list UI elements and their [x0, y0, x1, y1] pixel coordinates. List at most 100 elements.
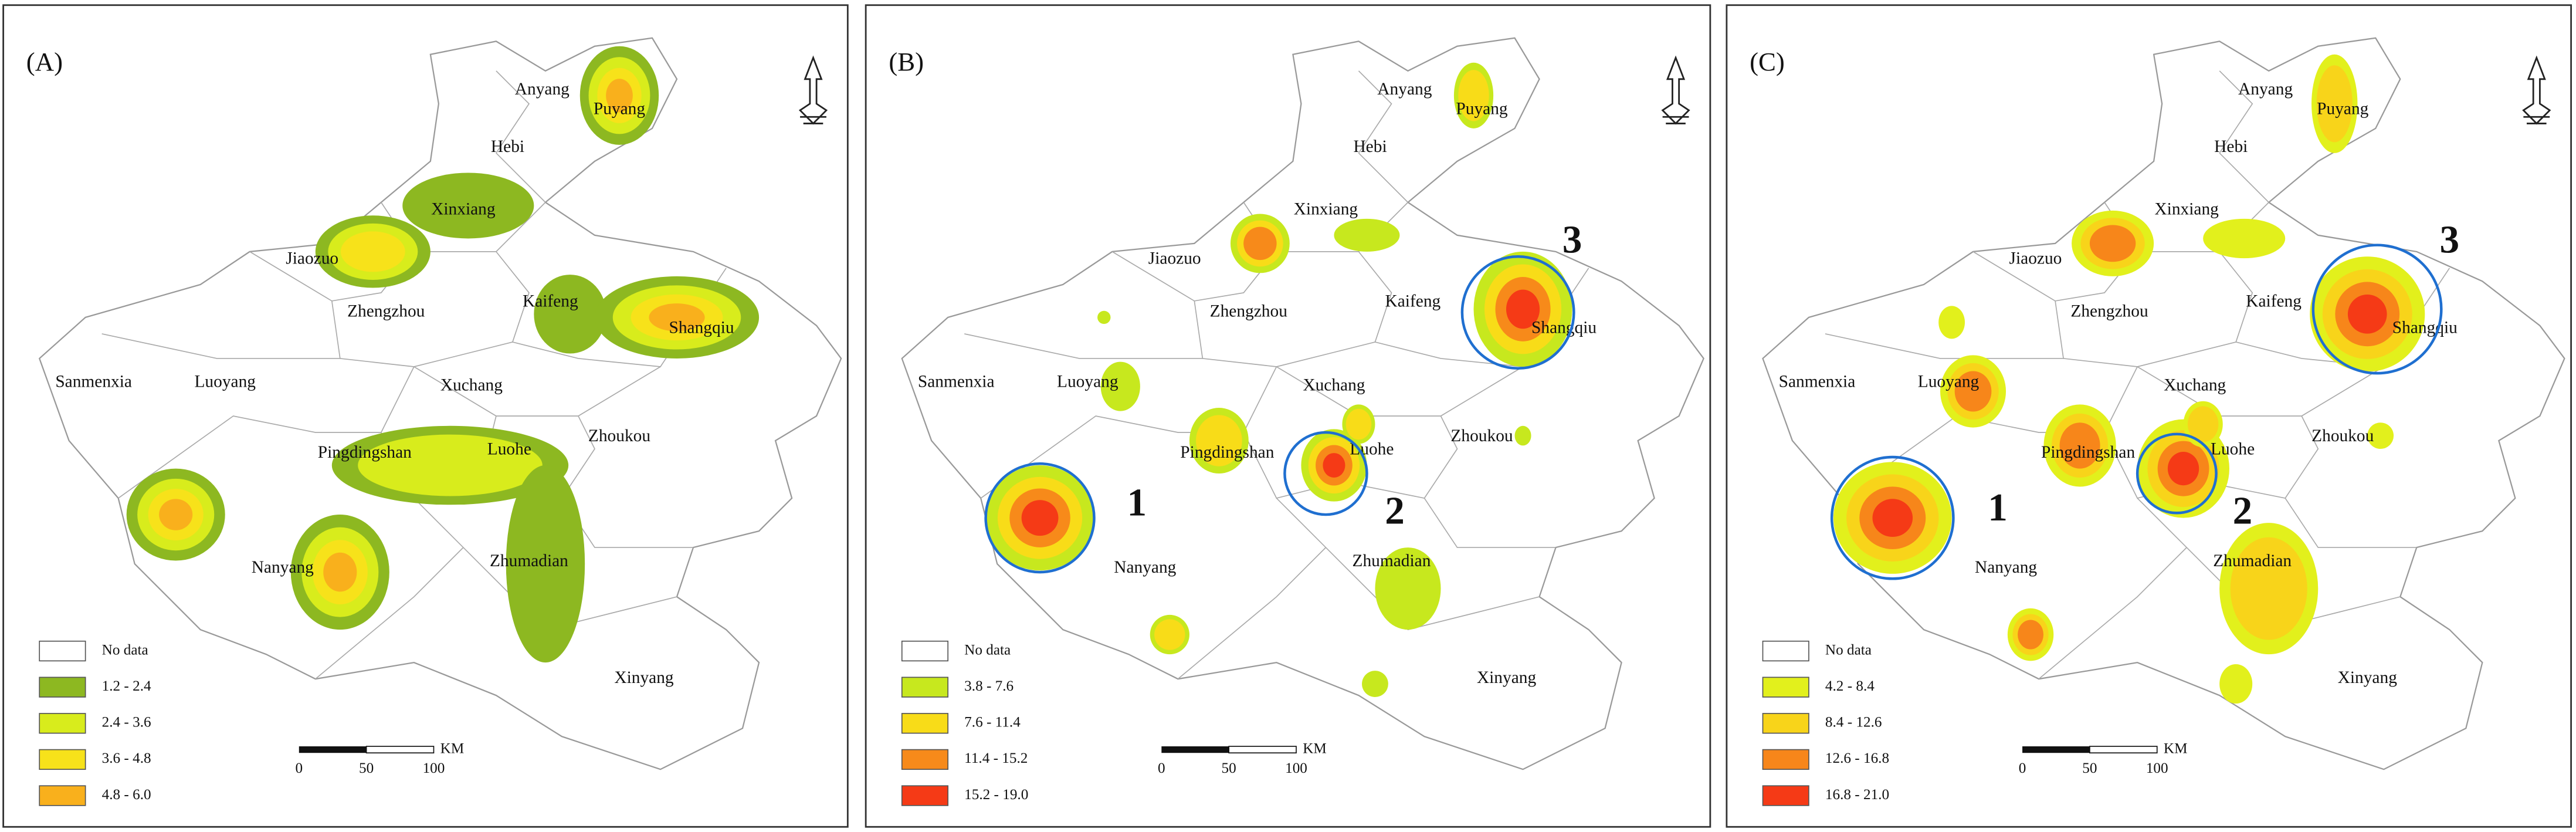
legend-label: No data [964, 642, 1011, 658]
hotspot [534, 275, 606, 354]
legend-label: 15.2 - 19.0 [964, 787, 1028, 803]
city-boundary [1825, 300, 2065, 359]
city-boundary [463, 547, 677, 631]
hotspot [1938, 306, 1965, 339]
scale-tick-label: 0 [1158, 760, 1165, 776]
hotspot-number: 2 [1385, 488, 1405, 532]
north-arrow [798, 55, 828, 125]
city-boundary [1276, 366, 1523, 417]
hotspot [1097, 310, 1111, 324]
city-boundary [2203, 415, 2319, 499]
city-label: Kaifeng [523, 292, 578, 310]
map-panel: Anyang Puyang Hebi Xinxiang Jiaozuo Zhengzhou… [865, 4, 1711, 828]
legend-swatch [1762, 749, 1809, 770]
legend-swatch [901, 713, 949, 734]
scale-tick-label: 100 [1285, 760, 1307, 776]
hotspot [358, 434, 543, 496]
city-label: Sanmenxia [55, 373, 132, 391]
city-boundary [118, 366, 415, 499]
hotspot [1323, 453, 1345, 478]
city-boundary [1202, 341, 1375, 367]
city-label: Anyang [515, 80, 570, 99]
legend-swatch [901, 640, 949, 662]
city-boundary [1358, 70, 1392, 154]
city-label: Nanyang [252, 558, 314, 577]
city-label: Xuchang [1303, 376, 1365, 394]
city-label: Anyang [1377, 80, 1432, 99]
legend-swatch [901, 785, 949, 806]
city-boundary [1177, 498, 1327, 679]
scale-tick-label: 0 [2019, 760, 2026, 776]
city-label: Hebi [491, 137, 524, 156]
hotspot [506, 465, 585, 663]
city-boundary [2137, 366, 2384, 417]
city-boundary [2219, 70, 2253, 154]
scale-tick-label: 0 [295, 760, 303, 776]
hotspot [1458, 70, 1489, 121]
city-label: Luoyang [194, 373, 256, 391]
hotspot [2187, 406, 2219, 442]
hotspot [2167, 452, 2199, 486]
city-label: Nanyang [1975, 558, 2037, 577]
city-boundary [496, 70, 530, 154]
city-label: Shangqiu [2392, 318, 2458, 337]
north-arrow-base [2523, 116, 2550, 124]
panel-label: (B) [889, 47, 924, 76]
city-label: Anyang [2238, 80, 2293, 99]
city-boundary [2284, 498, 2417, 548]
scale-bar-white [2089, 746, 2158, 754]
hotspot [649, 303, 705, 332]
city-label: Xinxiang [2154, 200, 2219, 219]
city-label: Zhoukou [1450, 427, 1513, 445]
hotspot-number: 1 [1988, 485, 2008, 529]
scale-tick-label: 50 [2082, 760, 2097, 776]
city-label: Hebi [2214, 137, 2248, 156]
legend-swatch [1762, 640, 1809, 662]
city-boundary [1358, 153, 1409, 203]
city-boundary [1342, 415, 1458, 499]
province-outline [901, 37, 1704, 770]
city-label: Xinxiang [431, 200, 496, 219]
hotspot [2219, 664, 2253, 704]
hotspot-number: 1 [1127, 480, 1147, 524]
city-label: Xuchang [2164, 376, 2226, 394]
map-panel: Anyang Puyang Hebi Xinxiang Jiaozuo Zhengzhou… [1726, 4, 2572, 828]
legend-label: 12.6 - 16.8 [1825, 750, 1889, 766]
north-arrow [2522, 55, 2551, 125]
city-label: Zhoukou [588, 427, 650, 445]
legend-label: 11.4 - 15.2 [964, 750, 1028, 766]
hotspot-number: 2 [2233, 488, 2253, 532]
hotspot-circle [984, 462, 1096, 574]
scale-bar-black [1161, 746, 1229, 753]
hotspot [1021, 500, 1059, 536]
scale-tick-label: 100 [2146, 760, 2168, 776]
city-boundary [1841, 366, 2138, 499]
hotspot [402, 173, 534, 239]
city-label: Pingdingshan [318, 443, 412, 462]
hotspot [1345, 408, 1372, 440]
hotspot [1334, 218, 1400, 252]
legend-label: 1.2 - 2.4 [102, 678, 151, 694]
scale-tick-label: 100 [423, 760, 445, 776]
city-boundary [2063, 341, 2236, 367]
legend-swatch [1762, 713, 1809, 734]
city-label: Zhengzhou [2070, 302, 2148, 320]
city-label: Xinyang [2338, 668, 2398, 687]
city-label: Kaifeng [1385, 292, 1441, 310]
legend-label: 7.6 - 11.4 [964, 715, 1021, 730]
hotspot-circle [1830, 455, 1955, 580]
city-label: Zhumadian [2213, 552, 2292, 570]
north-arrow-base [800, 116, 826, 124]
hotspot-number: 3 [1562, 217, 1582, 261]
legend-label: 4.8 - 6.0 [102, 787, 151, 803]
hotspot [1954, 371, 1992, 412]
hotspot [606, 79, 633, 113]
legend-label: 3.6 - 4.8 [102, 750, 151, 766]
city-label: Luohe [487, 440, 531, 459]
scale-bar-black [2022, 746, 2090, 753]
scale-tick-label: 50 [359, 760, 374, 776]
city-label: Puyang [2317, 100, 2369, 119]
legend-label: 4.2 - 8.4 [1825, 678, 1875, 694]
hotspot [2367, 422, 2394, 449]
